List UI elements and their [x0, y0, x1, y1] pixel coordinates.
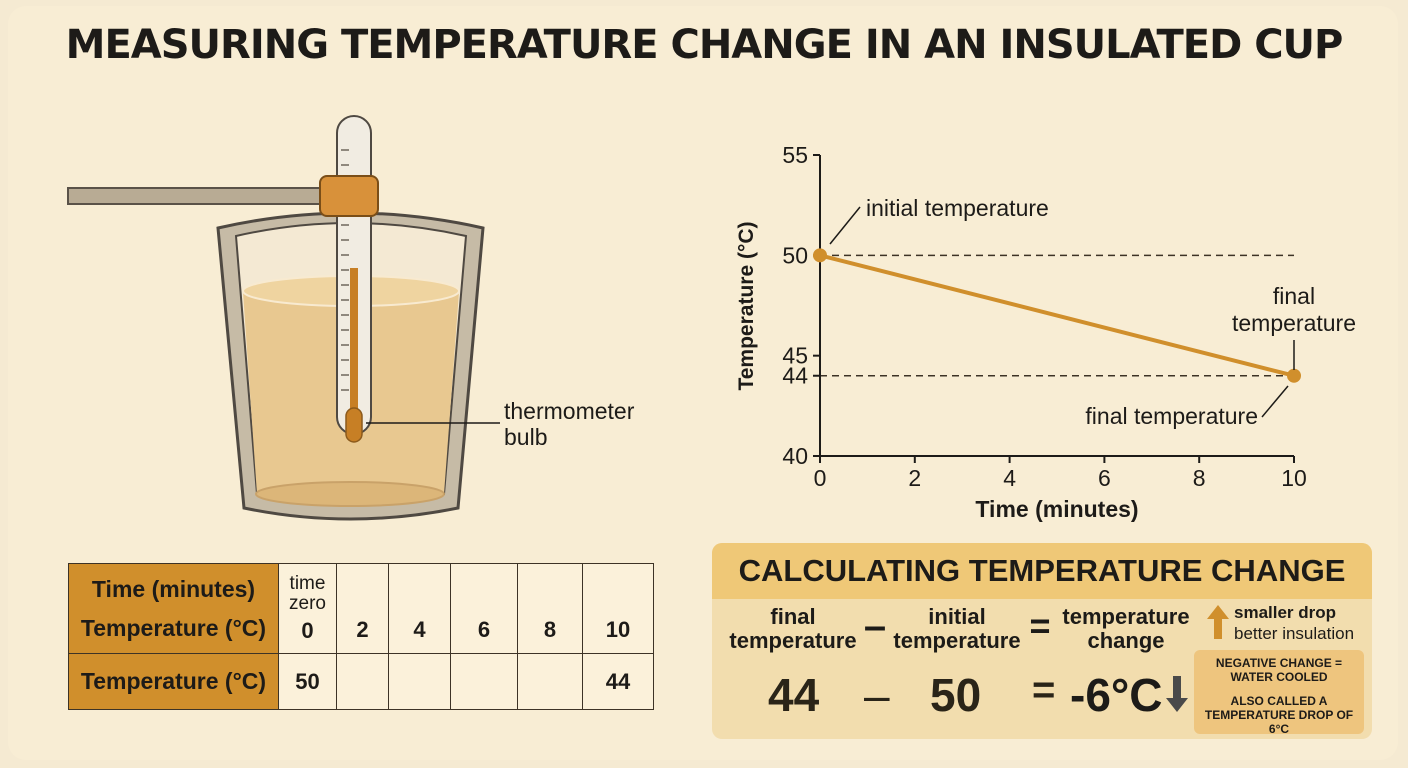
y-tick-label-0: 40	[782, 443, 808, 469]
time-cell-4: 8	[517, 563, 583, 654]
bulb-label-line2: bulb	[504, 424, 547, 450]
time-zero-line1: time	[289, 572, 326, 594]
minus-sign-top: –	[863, 604, 887, 648]
cup-bottom	[255, 481, 445, 507]
row-label-temperature: Temperature (°C)	[68, 653, 279, 710]
tip-smaller-drop: smaller drop	[1234, 603, 1337, 622]
header-temp-label: Temperature (°C)	[80, 614, 267, 641]
change-term-line1: temperature	[1062, 604, 1190, 629]
thermometer-clamp	[319, 175, 379, 217]
down-arrow-icon	[1166, 676, 1188, 712]
annotation-final-bottom: final temperature	[1085, 403, 1258, 429]
time-zero-line2: zero	[289, 592, 326, 614]
y-tick-label-2: 45	[782, 343, 808, 369]
tip-better-insulation: better insulation	[1234, 624, 1355, 643]
table-header-labels: Time (minutes) Temperature (°C)	[68, 563, 279, 654]
x-axis-label: Time (minutes)	[975, 496, 1138, 522]
equals-sign: =	[1032, 668, 1056, 712]
header-time-label: Time (minutes)	[91, 575, 256, 602]
note-line1: NEGATIVE CHANGE =	[1215, 656, 1343, 670]
x-tick-label-5: 10	[1281, 465, 1307, 491]
note-line4: TEMPERATURE DROP OF 6°C	[1204, 708, 1354, 736]
time-cell-5: 10	[582, 563, 654, 654]
x-tick-label-4: 8	[1193, 465, 1206, 491]
initial-leader	[829, 206, 861, 245]
temp-cell-3	[450, 653, 518, 710]
y-tick-label-1: 44	[782, 363, 808, 389]
final-temp-term: final temperature	[728, 605, 858, 653]
data-point-0	[813, 248, 827, 263]
note-line2: WATER COOLED	[1230, 670, 1328, 684]
initial-term-line1: initial	[928, 604, 986, 629]
initial-term-line2: temperature	[893, 628, 1021, 653]
final-term-line2: temperature	[729, 628, 857, 653]
series-line	[819, 253, 1295, 378]
x-tick-label-1: 2	[908, 465, 921, 491]
change-term-line2: change	[1087, 628, 1165, 653]
temp-cell-1	[336, 653, 389, 710]
temp-cell-4	[517, 653, 583, 710]
time-cell-2: 4	[388, 563, 451, 654]
calculation-heading: CALCULATING TEMPERATURE CHANGE	[712, 543, 1372, 599]
time-cell-1: 2	[336, 563, 389, 654]
temp-cell-0: 50	[278, 653, 337, 710]
temp-cell-5: 44	[582, 653, 654, 710]
change-term: temperature change	[1058, 605, 1194, 653]
annotation-final-top-line2: temperature	[1232, 310, 1356, 336]
time-cell-0: time zero 0	[278, 563, 337, 654]
result-value: -6°C	[1070, 669, 1163, 721]
x-tick-labels: 0 2 4 6 8 10	[814, 456, 1307, 491]
equals-sign-top: =	[1029, 605, 1051, 646]
annotation-final-top-line1: final	[1273, 283, 1315, 309]
final-term-line1: final	[770, 604, 816, 629]
page-title: MEASURING TEMPERATURE CHANGE IN AN INSUL…	[65, 22, 1344, 68]
up-arrow-icon	[1207, 605, 1229, 639]
negative-change-note: NEGATIVE CHANGE = WATER COOLED ALSO CALL…	[1194, 650, 1364, 736]
thermometer-bulb	[345, 407, 363, 443]
x-tick-label-2: 4	[1003, 465, 1016, 491]
data-point-1	[1287, 368, 1301, 383]
initial-temp-term: initial temperature	[892, 605, 1022, 653]
time-value-0: 0	[301, 617, 314, 643]
initial-value: 50	[930, 669, 982, 721]
bulb-label-line1: thermometer	[504, 398, 635, 424]
note-line3: ALSO CALLED A	[1230, 694, 1328, 708]
x-tick-label-0: 0	[814, 465, 827, 491]
clamp-arm	[67, 187, 329, 205]
temperature-table: Time (minutes) Temperature (°C) time zer…	[68, 563, 654, 710]
cup-diagram: thermometer bulb	[67, 115, 635, 521]
minus-sign: –	[864, 669, 890, 721]
temp-cell-2	[388, 653, 451, 710]
final-value: 44	[768, 669, 820, 721]
thermometer-column	[350, 268, 358, 413]
final-bottom-leader	[1261, 385, 1289, 418]
series-points	[813, 248, 1301, 383]
chart-gridlines	[820, 254, 1294, 377]
annotation-initial: initial temperature	[866, 195, 1049, 221]
y-tick-label-4: 55	[782, 142, 808, 168]
y-axis-label: Temperature (°C)	[735, 221, 758, 390]
y-tick-label-3: 50	[782, 242, 808, 268]
x-tick-label-3: 6	[1098, 465, 1111, 491]
time-cell-3: 6	[450, 563, 518, 654]
